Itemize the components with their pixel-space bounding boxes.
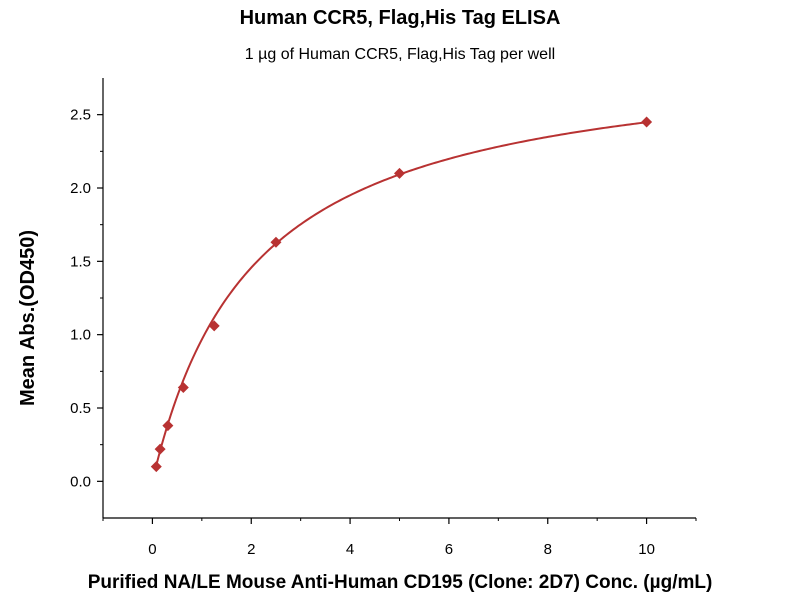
x-tick-label: 2 bbox=[247, 541, 255, 558]
x-axis-ticks: 0 2 4 6 8 10 bbox=[102, 518, 697, 558]
data-points bbox=[150, 116, 653, 473]
y-tick-label: 0.0 bbox=[70, 473, 91, 490]
chart-subtitle: 1 µg of Human CCR5, Flag,His Tag per wel… bbox=[245, 46, 555, 63]
chart-title: Human CCR5, Flag,His Tag ELISA bbox=[240, 7, 561, 29]
y-tick-label: 2.5 bbox=[70, 107, 91, 124]
y-axis-ticks: 0.0 0.5 1.0 1.5 2.0 2.5 bbox=[70, 107, 103, 490]
data-point bbox=[177, 381, 189, 393]
x-tick-label: 6 bbox=[445, 541, 453, 558]
x-tick-label: 4 bbox=[346, 541, 354, 558]
x-tick-label: 10 bbox=[638, 541, 655, 558]
data-point bbox=[641, 116, 653, 128]
data-point bbox=[270, 236, 282, 248]
data-point bbox=[394, 167, 405, 179]
y-tick-label: 2.0 bbox=[70, 180, 91, 197]
data-point bbox=[208, 320, 220, 332]
x-tick-label: 8 bbox=[544, 541, 552, 558]
data-point bbox=[154, 443, 166, 455]
x-tick-label: 0 bbox=[148, 541, 156, 558]
y-axis-label: Mean Abs.(OD450) bbox=[17, 230, 39, 406]
x-axis-label: Purified NA/LE Mouse Anti-Human CD195 (C… bbox=[88, 572, 713, 593]
y-tick-label: 1.0 bbox=[70, 327, 91, 344]
y-tick-label: 1.5 bbox=[70, 253, 91, 270]
y-tick-label: 0.5 bbox=[70, 400, 91, 417]
data-point bbox=[162, 420, 174, 432]
data-point bbox=[150, 461, 162, 473]
